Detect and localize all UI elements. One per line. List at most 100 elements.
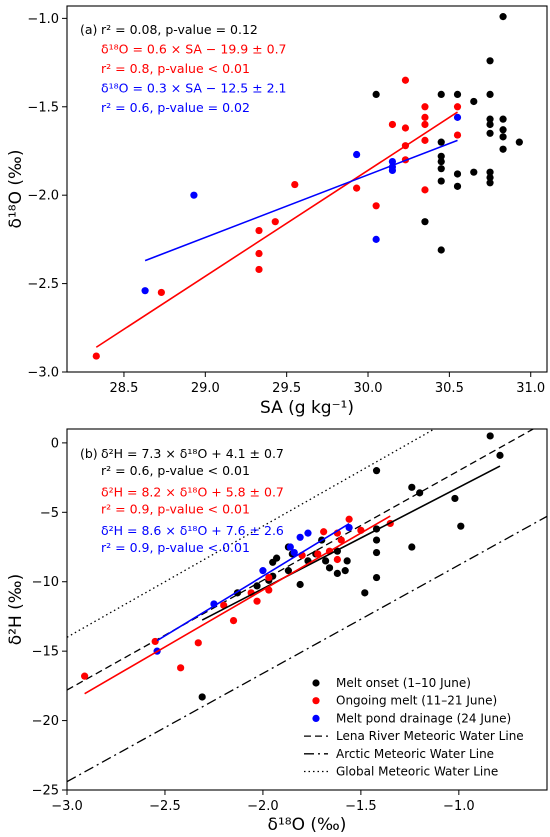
- annotation-4: r² = 0.6, p-value = 0.02: [101, 100, 250, 115]
- data-point-s0-13: [499, 145, 507, 153]
- data-point-s0-18: [437, 165, 445, 173]
- data-point-s0-12: [499, 133, 507, 141]
- data-point-s1-1: [157, 288, 165, 297]
- data-point-s1-5: [271, 218, 279, 226]
- data-point-s2-2: [353, 150, 361, 159]
- fit-line-1: [84, 515, 391, 695]
- panel-a: 28.5 29.0 29.5 30.0 30.5 31.0 −3.0 −2.5 −2.0 −1.5…: [6, 5, 548, 418]
- y-axis-label: δ¹⁸O (‰): [6, 150, 26, 229]
- data-point-s2-3: [372, 235, 380, 243]
- data-point-s0-6: [486, 57, 494, 65]
- x-tick-label: −1.0: [443, 799, 475, 814]
- legend-label: Melt pond drainage (24 June): [336, 711, 511, 725]
- data-point-s1-1: [151, 637, 159, 646]
- y-tick-label: −5: [40, 506, 59, 521]
- data-point-s1-11: [401, 124, 410, 132]
- x-tick-label: 30.5: [435, 381, 464, 396]
- data-point-s1-18: [421, 186, 429, 194]
- annotation-3: δ¹⁸O = 0.3 × SA − 12.5 ± 2.1: [101, 81, 287, 96]
- data-point-s1-16: [345, 515, 353, 523]
- x-tick-label: −2.5: [149, 799, 181, 814]
- data-point-s0-16: [333, 569, 341, 578]
- data-point-s1-0: [81, 672, 89, 680]
- plot-frame: [66, 428, 548, 791]
- data-point-s2-0: [141, 287, 149, 295]
- fit-line-0: [201, 465, 501, 621]
- data-point-s0-19: [325, 564, 334, 572]
- data-point-s2-7: [345, 523, 353, 532]
- legend-marker: [312, 714, 320, 723]
- data-point-s1-20: [453, 103, 462, 111]
- data-point-s0-10: [499, 115, 507, 123]
- data-point-s1-2: [255, 226, 263, 235]
- annotation-1: r² = 0.6, p-value < 0.01: [101, 463, 250, 478]
- y-tick-label: −2.0: [27, 189, 59, 204]
- data-point-s1-8: [372, 202, 380, 210]
- fit-line-1: [144, 139, 458, 262]
- y-tick-label: −10: [32, 575, 59, 590]
- plot-area: [92, 13, 523, 360]
- data-point-s0-13: [343, 557, 351, 565]
- data-point-s1-12: [320, 528, 328, 536]
- data-point-s0-24: [284, 567, 292, 575]
- data-point-s1-3: [194, 639, 202, 647]
- data-point-s1-19: [453, 131, 462, 139]
- data-point-s0-25: [486, 179, 494, 187]
- y-tick-label: −3.0: [27, 366, 59, 381]
- x-tick-label: −1.5: [345, 799, 377, 814]
- data-point-s0-24: [486, 173, 494, 182]
- y-tick-label: −15: [32, 645, 59, 660]
- reference-line-1: [67, 515, 547, 783]
- data-point-s2-5: [296, 533, 304, 541]
- data-point-s1-0: [92, 352, 100, 360]
- x-tick-label: −2.0: [247, 799, 279, 814]
- data-point-s2-4: [290, 548, 298, 557]
- data-point-s1-15: [421, 113, 429, 121]
- panel-label: (a): [80, 22, 97, 37]
- reference-line-0: [67, 429, 535, 691]
- data-point-s1-19: [333, 555, 341, 564]
- data-point-s0-21: [453, 182, 462, 190]
- data-point-s0-15: [437, 138, 445, 146]
- data-point-s0-17: [437, 157, 445, 166]
- annotation-2: r² = 0.8, p-value < 0.01: [101, 61, 250, 76]
- legend-label: Arctic Meteoric Water Line: [336, 747, 494, 761]
- data-point-s0-26: [269, 558, 277, 566]
- x-tick-label: 30.0: [354, 381, 383, 396]
- data-point-s1-16: [421, 120, 429, 129]
- data-point-s2-2: [259, 567, 267, 575]
- x-tick-label: 29.0: [191, 381, 220, 396]
- y-tick-label: −1.0: [27, 12, 59, 27]
- data-point-s2-6: [388, 166, 397, 175]
- data-point-s1-6: [291, 180, 299, 189]
- data-point-s0-6: [457, 522, 465, 530]
- data-point-s0-14: [515, 138, 523, 146]
- data-point-s1-17: [421, 136, 429, 144]
- annotation-1: δ¹⁸O = 0.6 × SA − 19.9 ± 0.7: [101, 42, 287, 57]
- legend-label: Melt onset (1–10 June): [336, 676, 471, 690]
- reference-line-2: [67, 429, 436, 638]
- data-point-s0-9: [486, 129, 494, 137]
- data-point-s0-32: [198, 693, 206, 701]
- data-point-s0-3: [408, 483, 416, 491]
- data-point-s0-23: [486, 168, 494, 176]
- data-point-s1-5: [229, 617, 238, 625]
- data-point-s1-7: [253, 597, 261, 605]
- y-tick-label: −2.5: [27, 277, 59, 292]
- data-point-s2-4: [388, 157, 397, 166]
- data-point-s0-12: [361, 589, 369, 597]
- data-point-s0-7: [408, 543, 416, 551]
- data-point-s0-20: [453, 170, 462, 178]
- data-point-s0-22: [470, 168, 478, 176]
- legend-marker: [312, 697, 320, 705]
- data-point-s1-14: [421, 103, 429, 111]
- data-point-s0-9: [372, 536, 381, 544]
- data-point-s0-1: [496, 451, 504, 459]
- x-tick-label: 28.5: [109, 381, 138, 396]
- data-point-s1-15: [337, 536, 345, 544]
- fit-line-2: [156, 523, 350, 642]
- data-point-s0-7: [486, 115, 494, 123]
- y-axis-label: δ²H (‰): [6, 574, 26, 645]
- data-point-s0-11: [499, 126, 507, 134]
